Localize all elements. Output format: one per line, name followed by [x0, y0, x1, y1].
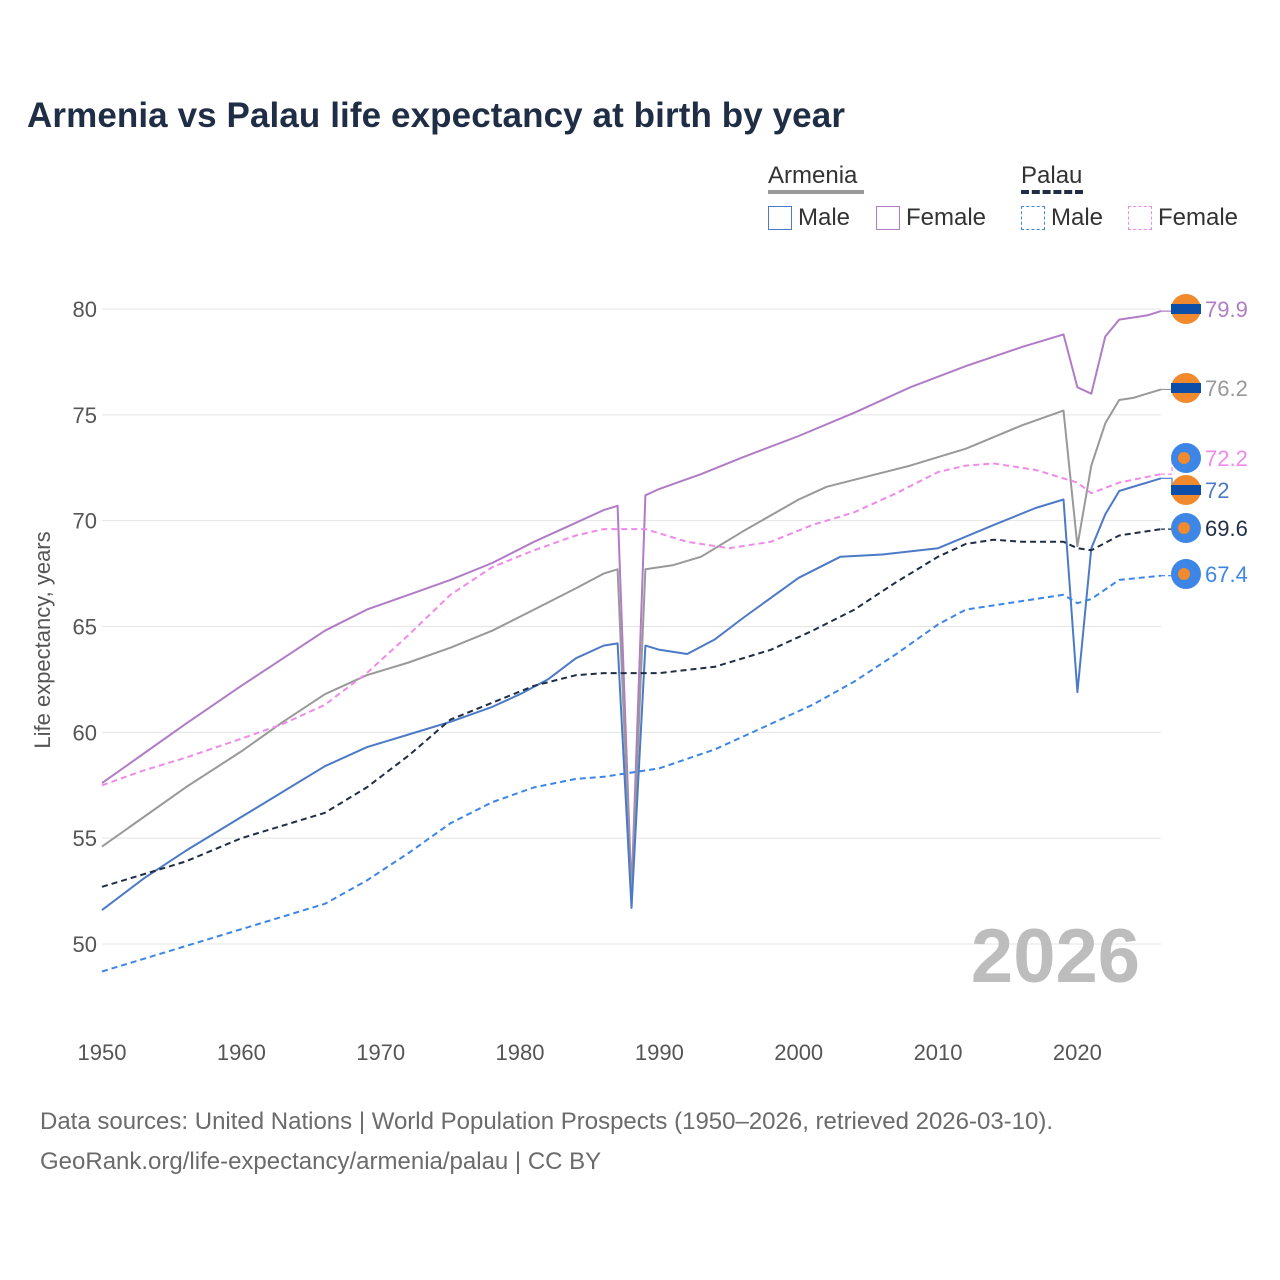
end-connector-palau-female — [1161, 458, 1173, 475]
y-tick-label: 65 — [73, 615, 97, 640]
legend-item-palau-female[interactable]: Female — [1128, 204, 1238, 232]
legend-item-palau-male[interactable]: Male — [1021, 204, 1103, 232]
x-tick-label: 1990 — [635, 1040, 684, 1065]
end-connector-armenia-female — [1161, 309, 1173, 312]
y-tick-label: 70 — [73, 509, 97, 534]
x-tick-label: 1980 — [496, 1040, 545, 1065]
flag-disc — [1178, 522, 1190, 534]
x-tick-label: 2010 — [914, 1040, 963, 1065]
x-tick-label: 1950 — [78, 1040, 127, 1065]
end-label-armenia-female: 79.9 — [1205, 297, 1248, 322]
series-line-armenia-female[interactable] — [101, 310, 1162, 893]
x-tick-label: 1970 — [356, 1040, 405, 1065]
end-label-palau-male: 67.4 — [1205, 562, 1248, 587]
legend-armenia-line-sample — [768, 190, 864, 194]
y-tick-label: 80 — [73, 297, 97, 322]
x-axis-ticks: 1950 1960 1970 1980 1990 2000 2010 2020 — [78, 1040, 1102, 1065]
y-tick-label: 55 — [73, 826, 97, 851]
series-line-armenia-male[interactable] — [101, 477, 1162, 911]
legend-label-armenia-female: Female — [906, 204, 987, 231]
legend-palau-line-sample — [1021, 190, 1083, 194]
end-marker-palau-male[interactable] — [1171, 559, 1201, 589]
end-label-armenia-male: 72 — [1205, 478, 1229, 503]
end-connector-armenia-total — [1161, 388, 1173, 391]
legend-swatch-armenia-female — [876, 206, 900, 230]
chart-title: Armenia vs Palau life expectancy at birt… — [27, 96, 846, 135]
y-tick-label: 75 — [73, 403, 97, 428]
series-line-armenia-total[interactable] — [101, 388, 1162, 901]
y-axis-label: Life expectancy, years — [30, 531, 55, 748]
legend-group-palau[interactable]: Palau — [1021, 162, 1083, 189]
flag-stripe — [1171, 383, 1201, 393]
y-tick-label: 50 — [73, 932, 97, 957]
series-line-palau-female[interactable] — [101, 462, 1162, 787]
end-connector-palau-total — [1161, 528, 1173, 530]
end-marker-palau-total[interactable] — [1171, 513, 1201, 543]
y-tick-label: 60 — [73, 720, 97, 745]
gridlines — [102, 308, 1161, 945]
end-connector-palau-male — [1161, 574, 1173, 577]
x-tick-label: 2020 — [1053, 1040, 1102, 1065]
legend-item-armenia-male[interactable]: Male — [768, 204, 850, 232]
y-axis-ticks: 50 55 60 65 70 75 80 — [73, 297, 97, 957]
x-tick-label: 2000 — [774, 1040, 823, 1065]
legend-swatch-armenia-male — [768, 206, 792, 230]
end-label-palau-female: 72.2 — [1205, 446, 1248, 471]
flag-stripe — [1171, 485, 1201, 495]
series-lines — [101, 310, 1162, 973]
end-marker-armenia-male[interactable] — [1171, 475, 1201, 505]
legend-label-palau-female: Female — [1158, 204, 1239, 231]
legend-swatch-palau-male — [1021, 206, 1045, 230]
flag-stripe — [1171, 304, 1201, 314]
end-label-armenia-total: 76.2 — [1205, 376, 1248, 401]
series-line-palau-total[interactable] — [101, 528, 1162, 888]
x-tick-label: 1960 — [217, 1040, 266, 1065]
legend-group-armenia[interactable]: Armenia — [768, 162, 858, 189]
series-line-palau-male[interactable] — [101, 574, 1162, 973]
legend-label-palau-male: Male — [1051, 204, 1104, 231]
year-watermark: 2026 — [971, 914, 1140, 999]
legend-swatch-palau-female — [1128, 206, 1152, 230]
end-marker-armenia-female[interactable] — [1171, 294, 1201, 324]
footer-credit: GeoRank.org/life-expectancy/armenia/pala… — [40, 1148, 602, 1175]
flag-disc — [1178, 452, 1190, 464]
flag-disc — [1178, 568, 1190, 580]
legend-label-armenia-male: Male — [798, 204, 851, 231]
end-connector-armenia-male — [1161, 477, 1173, 490]
end-marker-armenia-total[interactable] — [1171, 373, 1201, 403]
footer-sources: Data sources: United Nations | World Pop… — [40, 1108, 1054, 1135]
legend-item-armenia-female[interactable]: Female — [876, 204, 986, 232]
end-label-palau-total: 69.6 — [1205, 516, 1248, 541]
end-marker-palau-female[interactable] — [1171, 443, 1201, 473]
end-markers: 79.9 76.2 72.2 72 69.6 67.4 — [1161, 294, 1248, 589]
